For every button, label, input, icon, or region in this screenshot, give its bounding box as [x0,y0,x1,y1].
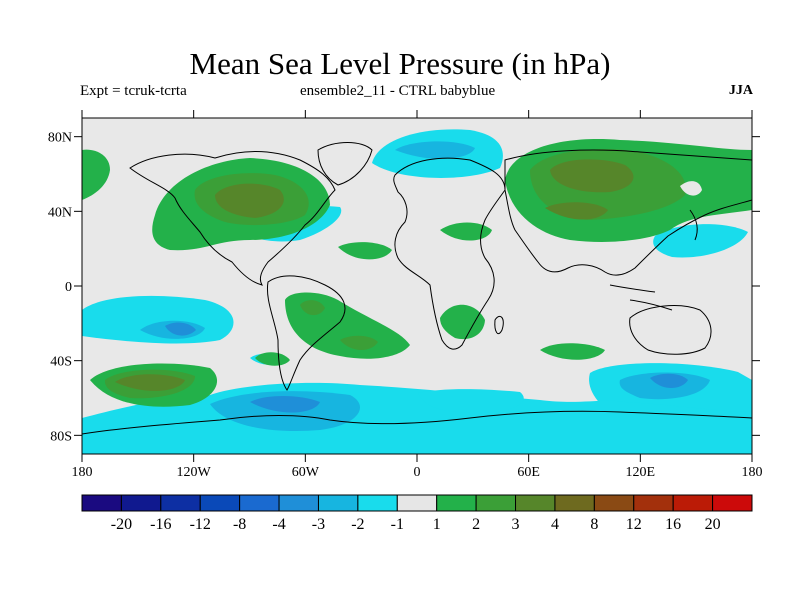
colorbar-swatch [396,494,438,512]
anomaly-positive-eurasia-core [550,159,634,193]
lat-tick-label: 80S [50,429,72,444]
latitude-axis: 80N 40N 0 40S 80S [48,131,760,444]
lon-tick-label: 60E [517,465,540,480]
anomaly-negative-southern-deep [250,396,320,413]
experiment-label: Expt = tcruk-tcrta [80,83,187,99]
anomaly-positive-eurasia-core-b [545,202,608,220]
colorbar-label: -16 [150,516,171,533]
colorbar-swatch [475,494,517,512]
lon-tick-label: 180 [742,465,763,480]
colorbar-swatch [160,494,201,512]
colorbar-swatch [554,494,595,512]
colorbar-label: 12 [626,516,642,533]
colorbar-label: 4 [551,516,559,533]
colorbar-label: 16 [665,516,681,533]
lon-tick-label: 120E [626,465,656,480]
anomaly-negative-arctic-core [395,141,475,159]
colorbar-swatch [278,494,319,512]
colorbar-swatch [672,494,714,512]
colorbar-swatch [199,494,241,512]
anomaly-positive-indian-south [540,343,605,360]
lon-tick-label: 0 [414,465,421,480]
lat-tick-label: 80N [48,131,72,146]
coastline-asia [504,149,752,276]
colorbar-swatch [633,494,674,512]
colorbar-swatch [81,494,122,512]
colorbar-label: -20 [111,516,132,533]
coastline-north-america [129,151,336,286]
anomaly-negative-pacific-deep [165,322,196,336]
colorbar-label: 3 [512,516,520,533]
ensemble-label: ensemble2_11 - CTRL babyblue [300,83,496,99]
anomaly-negative-japan [653,224,748,258]
anomaly-negative-indian-ocean [418,389,524,413]
lon-tick-label: 120W [177,465,212,480]
lat-tick-label: 40S [50,355,72,370]
anomaly-negative-south-pacific-deep [650,373,688,388]
lat-tick-label: 0 [65,280,72,295]
coastline-antarctica [82,410,752,435]
colorbar-swatch [239,494,280,512]
colorbar-label: 1 [433,516,441,533]
colorbar-label: -12 [190,516,211,533]
longitude-axis: 180 120W 60W 0 60E 120E 180 [72,110,763,480]
anomaly-positive-pacific-south-core [115,374,185,391]
colorbar-label: 20 [705,516,721,533]
colorbar-swatch [436,494,477,512]
colorbar-label: -4 [272,516,285,533]
anomaly-positive-pacific-small [255,352,290,366]
colorbar-label: 2 [472,516,480,533]
coastline-south-america [266,275,346,391]
anomaly-positive-africa-south [440,304,485,340]
coastline-japan [689,209,698,241]
colorbar-label: 8 [590,516,598,533]
colorbar-swatch [317,494,359,512]
season-label: JJA [728,83,753,98]
coastline-greenland [317,142,373,186]
colorbar-swatch [120,494,162,512]
colorbar: -20 -16 -12 -8 -4 -3 -2 -1 1 2 3 4 8 12 16 20 [81,494,753,533]
colorbar-swatch [515,494,556,512]
anomaly-positive-atlantic-mid [338,242,392,260]
coastline-madagascar [494,315,504,335]
anomaly-positive-atlantic-south-mid [340,335,378,350]
lat-tick-label: 40N [48,205,72,220]
lon-tick-label: 60W [292,465,320,480]
colorbar-label: -2 [351,516,364,533]
coastlines [82,142,752,435]
anomaly-positive-north-pacific-west [82,149,110,200]
anomaly-positive-south-america-mid [300,300,325,316]
colorbar-swatch [593,494,635,512]
colorbar-swatch [357,494,398,512]
colorbar-label: -8 [233,516,246,533]
anomaly-positive-pacific-light [680,181,702,196]
colorbar-swatch [712,494,753,512]
colorbar-label: -1 [391,516,404,533]
colorbar-label: -3 [312,516,325,533]
anomaly-positive-atlantic-east [440,222,492,241]
coastline-indonesia [609,284,673,311]
map-title: Mean Sea Level Pressure (in hPa) [189,46,611,81]
anomaly-positive-north-america-core [215,183,284,218]
coastline-australia [629,305,712,355]
lon-tick-label: 180 [72,465,93,480]
